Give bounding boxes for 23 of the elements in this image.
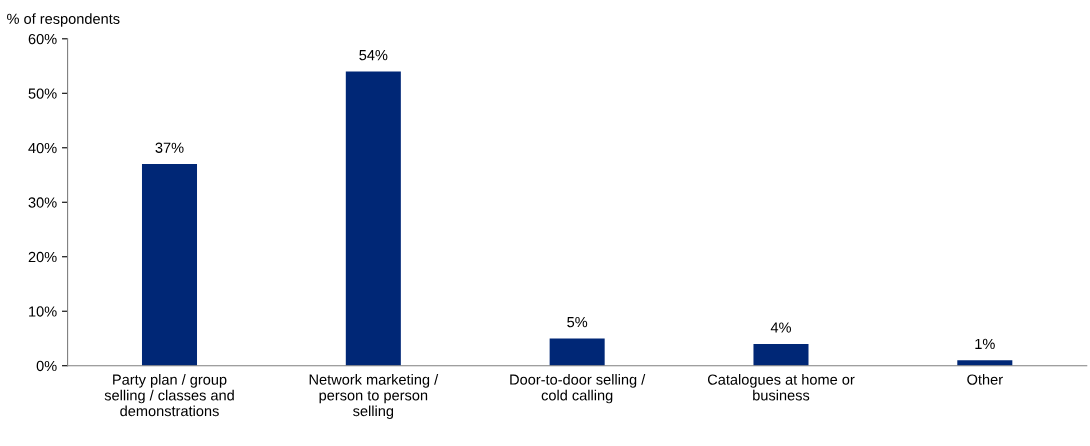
data-label: 4% — [770, 322, 792, 333]
data-label: 1% — [975, 338, 995, 349]
y-axis-title: % of respondents — [7, 13, 120, 27]
y-tick-label: 30% — [28, 197, 57, 208]
bar — [141, 164, 198, 366]
y-tick-label: 40% — [28, 142, 57, 154]
x-tick-label: Other — [967, 374, 1003, 385]
data-label: 5% — [567, 317, 588, 328]
y-tick-label: 0% — [36, 360, 57, 372]
y-tick-label: 60% — [28, 33, 57, 45]
bar — [345, 71, 401, 366]
x-tick-label: Network marketing / person to person selling — [309, 374, 439, 420]
y-tick-label: 50% — [28, 88, 57, 99]
y-tick-label: 20% — [28, 251, 57, 263]
x-tick-label: Party plan / group selling / classes and demonstrations — [104, 374, 234, 417]
data-label: 37% — [155, 142, 184, 153]
bar — [957, 360, 1013, 366]
bar — [549, 338, 605, 366]
x-tick-label: Catalogues at home or business — [707, 374, 855, 401]
x-tick-label: Door-to-door selling / cold calling — [510, 374, 646, 404]
y-tick-label: 10% — [29, 306, 57, 317]
bar — [753, 343, 809, 366]
data-label: 54% — [359, 50, 388, 61]
